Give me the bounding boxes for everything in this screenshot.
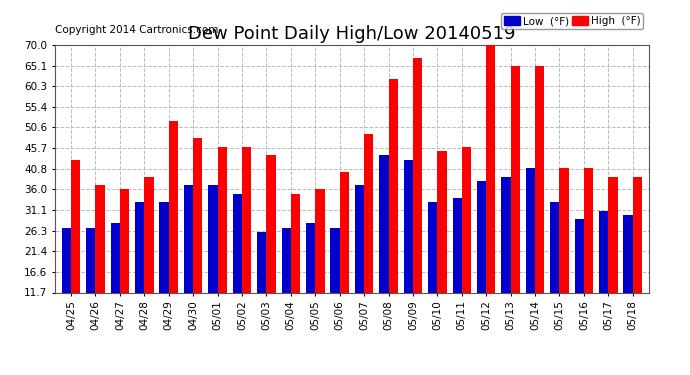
Bar [86,228,95,292]
Bar [404,160,413,292]
Bar [208,185,217,292]
Bar [315,189,324,292]
Bar [217,147,227,292]
Bar [624,215,633,292]
Bar [355,185,364,292]
Bar [110,223,120,292]
Bar [282,228,291,292]
Bar [193,138,202,292]
Bar [331,228,339,292]
Bar [144,177,154,292]
Bar [71,160,80,292]
Bar [169,122,178,292]
Bar [437,151,446,292]
Bar [364,134,373,292]
Bar [242,147,251,292]
Bar [413,58,422,292]
Bar [477,181,486,292]
Text: Copyright 2014 Cartronics.com: Copyright 2014 Cartronics.com [55,25,219,35]
Legend: Low  (°F), High  (°F): Low (°F), High (°F) [501,13,643,29]
Bar [502,177,511,292]
Bar [266,155,276,292]
Bar [257,232,266,292]
Bar [550,202,560,292]
Bar [120,189,129,292]
Bar [184,185,193,292]
Bar [599,211,609,292]
Bar [526,168,535,292]
Bar [575,219,584,292]
Bar [159,202,169,292]
Title: Dew Point Daily High/Low 20140519: Dew Point Daily High/Low 20140519 [188,26,515,44]
Bar [453,198,462,292]
Bar [62,228,71,292]
Bar [135,202,144,292]
Bar [291,194,300,292]
Bar [511,66,520,292]
Bar [462,147,471,292]
Bar [560,168,569,292]
Bar [428,202,437,292]
Bar [609,177,618,292]
Bar [95,185,105,292]
Bar [339,172,349,292]
Bar [486,45,495,292]
Bar [380,155,388,292]
Bar [388,79,398,292]
Bar [633,177,642,292]
Bar [306,223,315,292]
Bar [233,194,242,292]
Bar [535,66,544,292]
Bar [584,168,593,292]
